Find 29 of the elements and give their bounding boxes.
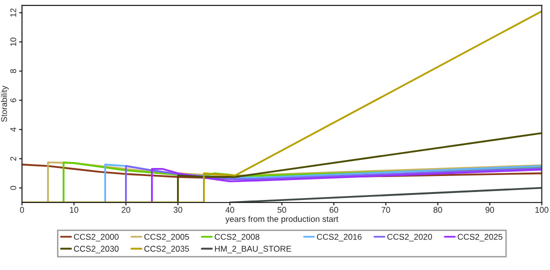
legend-label: CCS2_2005 (144, 234, 189, 242)
x-tick-label: 70 (382, 206, 390, 213)
legend-label: HM_2_BAU_STORE (215, 246, 292, 254)
legend-label: CCS2_2020 (387, 234, 432, 242)
y-tick-label: 8 (10, 69, 16, 74)
y-tick-label: 0 (10, 186, 16, 190)
x-axis-title: years from the production start (225, 216, 338, 224)
x-tick-label: 100 (535, 206, 548, 213)
legend-label: CCS2_2008 (214, 234, 260, 242)
legend-label: CCS2_2030 (74, 246, 119, 254)
y-tick-label: 6 (10, 98, 16, 102)
x-tick-label: 60 (330, 206, 338, 213)
legend-label: CCS2_2000 (74, 234, 119, 242)
legend-label: CCS2_2025 (458, 234, 502, 242)
x-tick-label: 30 (174, 206, 182, 213)
y-tick-label: 4 (10, 127, 16, 132)
x-tick-label: 20 (122, 206, 130, 213)
x-tick-label: 90 (486, 206, 494, 213)
y-tick-label: 12 (10, 8, 16, 17)
x-tick-label: 80 (434, 206, 442, 213)
x-tick-label: 50 (278, 206, 286, 213)
legend-label: CCS2_2035 (144, 246, 189, 254)
x-tick-label: 0 (20, 206, 24, 213)
y-axis-title: Storability (0, 86, 9, 122)
x-tick-label: 10 (70, 206, 78, 213)
legend-label: CCS2_2016 (316, 234, 362, 242)
x-tick-label: 40 (225, 206, 234, 213)
y-tick-label: 10 (10, 38, 16, 46)
y-tick-label: 2 (10, 156, 16, 161)
